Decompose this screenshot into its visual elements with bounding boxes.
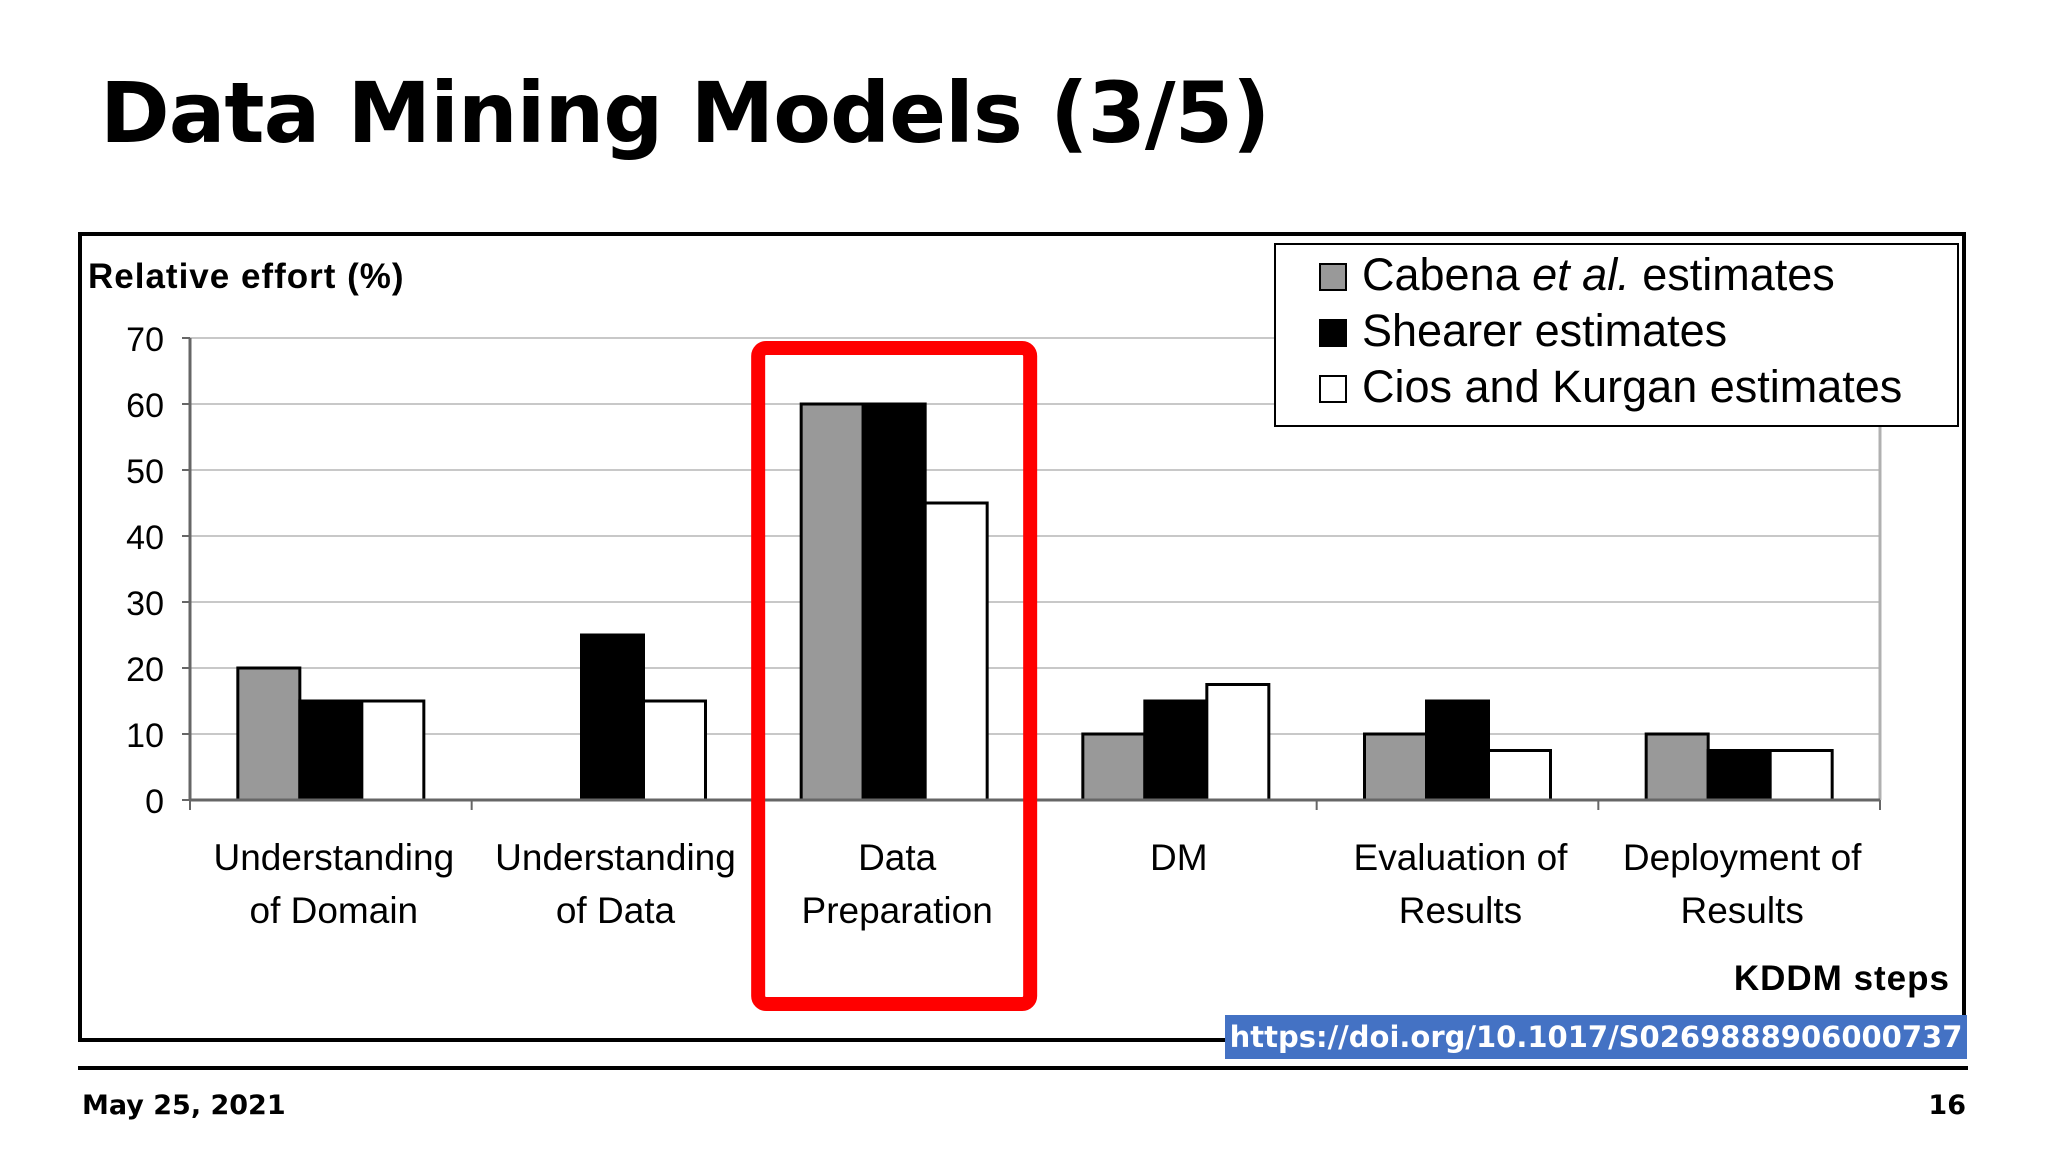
- x-category-label: Understanding of Data: [495, 837, 736, 931]
- y-tick-label: 30: [126, 585, 164, 623]
- x-category-label: DM: [1150, 837, 1208, 878]
- bar: [236, 666, 302, 802]
- x-category-label: Evaluation of Results: [1354, 837, 1569, 931]
- x-category-label-line: Evaluation of: [1354, 837, 1569, 878]
- bar: [861, 402, 927, 802]
- y-tick-label: 50: [126, 453, 164, 491]
- x-category-label-line: Preparation: [802, 890, 993, 931]
- bar: [799, 402, 865, 802]
- x-category-label: Understanding of Domain: [213, 837, 454, 931]
- legend-label: Cios and Kurgan estimates: [1362, 361, 1902, 412]
- x-category-label-line: of Data: [556, 890, 676, 931]
- legend-label: Cabena et al. estimates: [1362, 249, 1835, 300]
- x-category-label-line: DM: [1150, 837, 1208, 878]
- y-axis-title: Relative effort (%): [88, 257, 405, 296]
- chart-frame: [78, 232, 1966, 1042]
- legend-label-part: estimates: [1630, 249, 1835, 300]
- bar: [923, 501, 989, 802]
- doi-link[interactable]: https://doi.org/10.1017/S026988890600073…: [1225, 1015, 1967, 1059]
- x-category-label: Deployment of Results: [1623, 837, 1862, 931]
- x-category-label-line: Understanding: [495, 837, 736, 878]
- x-category-label-line: of Domain: [250, 890, 419, 931]
- bar: [1143, 699, 1209, 802]
- y-tick-label: 40: [126, 519, 164, 557]
- legend-swatch: [1319, 263, 1347, 291]
- bars: [236, 402, 1834, 802]
- highlight-rectangle: [751, 341, 1038, 1011]
- bar: [1644, 732, 1710, 802]
- bar: [1363, 732, 1428, 802]
- bar: [642, 699, 707, 802]
- slide-title: Data Mining Models (3/5): [100, 64, 1270, 162]
- footer-divider: [78, 1066, 1968, 1070]
- bar: [580, 633, 645, 802]
- x-axis-title: KDDM steps: [1734, 959, 1950, 998]
- bar: [1081, 732, 1147, 802]
- x-category-label-line: Data: [858, 837, 937, 878]
- highlight-box: [751, 341, 1038, 1011]
- bar: [1425, 699, 1490, 802]
- x-category-label: Data Preparation: [802, 837, 993, 931]
- x-category-label-line: Understanding: [213, 837, 454, 878]
- legend-label-part: Cabena: [1362, 249, 1532, 300]
- legend-swatch: [1319, 375, 1347, 403]
- x-category-label-line: Deployment of: [1623, 837, 1862, 878]
- y-tick-label: 0: [145, 783, 164, 821]
- x-category-label-line: Results: [1399, 890, 1522, 931]
- y-tick-label: 70: [126, 321, 164, 359]
- bar: [1768, 749, 1834, 802]
- legend-swatch: [1319, 319, 1347, 347]
- legend-box: [1274, 243, 1959, 427]
- legend-label: Shearer estimates: [1362, 305, 1727, 356]
- y-tick-label: 20: [126, 651, 164, 689]
- bar: [360, 699, 426, 802]
- legend-label-part: et al.: [1532, 249, 1630, 300]
- bar: [1706, 749, 1772, 802]
- bar: [1205, 683, 1271, 802]
- y-tick-label: 60: [126, 387, 164, 425]
- footer-date: May 25, 2021: [82, 1090, 286, 1121]
- bar: [298, 699, 364, 802]
- bar: [1487, 749, 1552, 802]
- x-category-label-line: Results: [1680, 890, 1803, 931]
- y-tick-label: 10: [126, 717, 164, 755]
- page-number: 16: [1928, 1090, 1966, 1121]
